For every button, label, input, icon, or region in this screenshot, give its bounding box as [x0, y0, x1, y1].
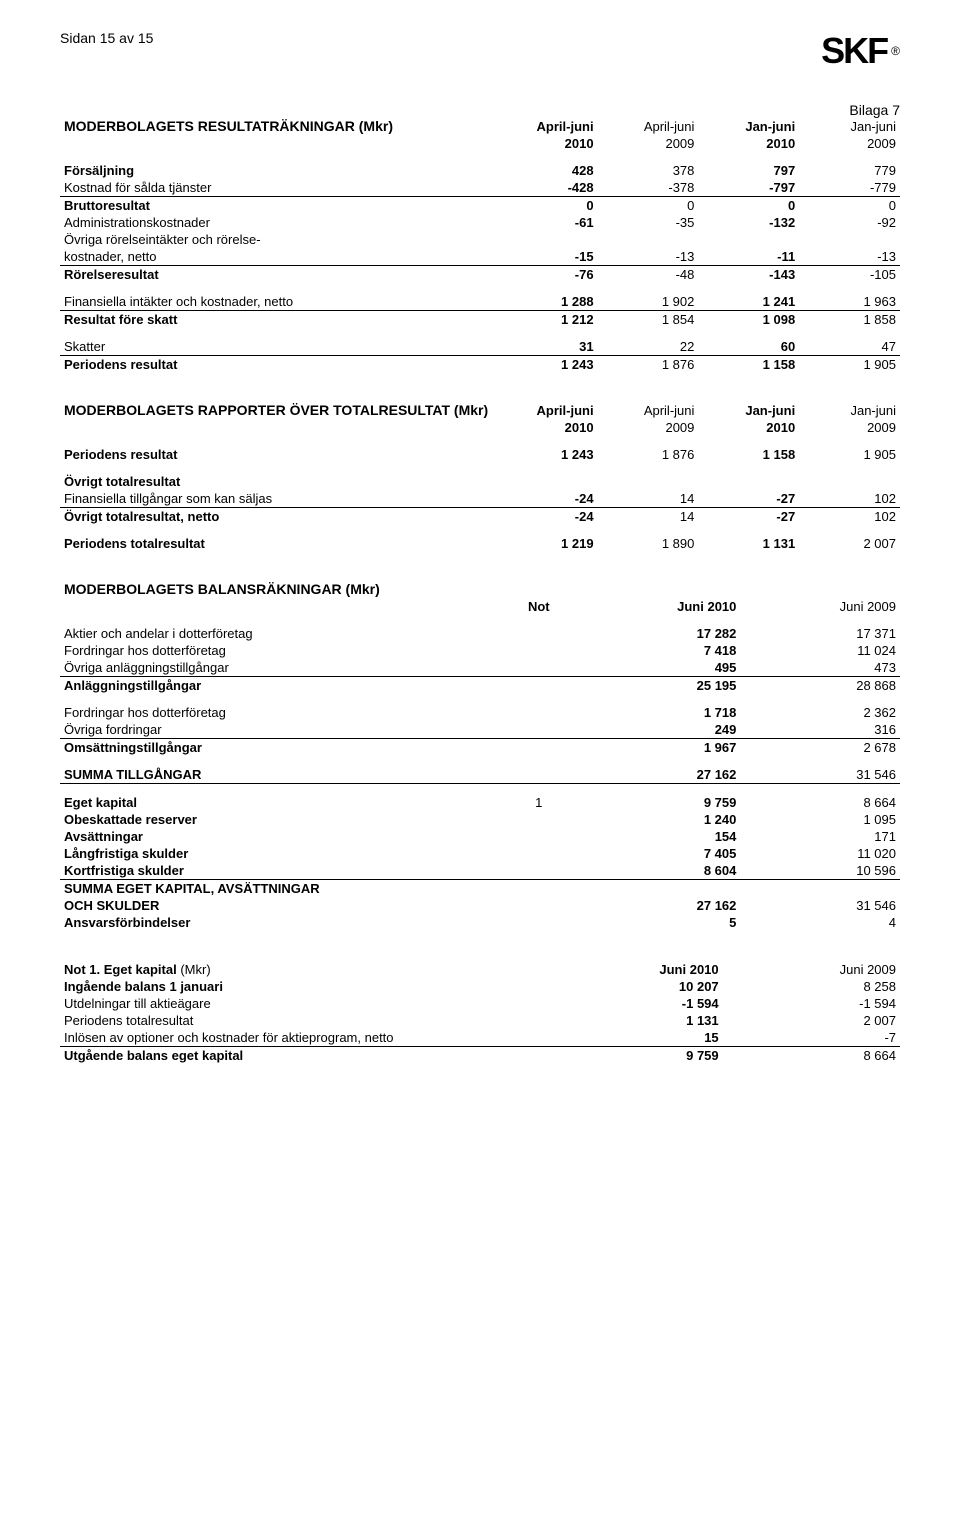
- table-row: Fordringar hos dotterföretag7 41811 024: [60, 642, 900, 659]
- balance-title: MODERBOLAGETS BALANSRÄKNINGAR (Mkr): [60, 580, 497, 598]
- table-row: [60, 756, 900, 766]
- table-row: [60, 784, 900, 794]
- table-row: Långfristiga skulder7 40511 020: [60, 845, 900, 862]
- page-header: Sidan 15 av 15 SKF®: [60, 30, 900, 72]
- note-1-table: Not 1. Eget kapital (Mkr) Juni 2010 Juni…: [60, 961, 900, 1064]
- balance-table: MODERBOLAGETS BALANSRÄKNINGAR (Mkr) Not …: [60, 580, 900, 931]
- table-row: Bruttoresultat0000: [60, 197, 900, 215]
- table-row: Inlösen av optioner och kostnader för ak…: [60, 1029, 900, 1047]
- comprehensive-table: MODERBOLAGETS RAPPORTER ÖVER TOTALRESULT…: [60, 401, 900, 552]
- table-row: kostnader, netto-15-13-11-13: [60, 248, 900, 266]
- table-row: [60, 525, 900, 535]
- table-row: Rörelseresultat-76-48-143-105: [60, 266, 900, 284]
- table-row: Periodens resultat1 2431 8761 1581 905: [60, 446, 900, 463]
- table-row: Utdelningar till aktieägare-1 594-1 594: [60, 995, 900, 1012]
- table-row: Fordringar hos dotterföretag1 7182 362: [60, 704, 900, 721]
- page-number: Sidan 15 av 15: [60, 30, 153, 46]
- comprehensive-title: MODERBOLAGETS RAPPORTER ÖVER TOTALRESULT…: [60, 401, 497, 419]
- table-row: Finansiella tillgångar som kan säljas-24…: [60, 490, 900, 508]
- table-row: Övrigt totalresultat: [60, 473, 900, 490]
- table-row: Administrationskostnader-61-35-132-92: [60, 214, 900, 231]
- table-row: Obeskattade reserver1 2401 095: [60, 811, 900, 828]
- table-row: Resultat före skatt1 2121 8541 0981 858: [60, 311, 900, 329]
- table-row: Avsättningar154171: [60, 828, 900, 845]
- table-row: Skatter31226047: [60, 338, 900, 356]
- table-row: Finansiella intäkter och kostnader, nett…: [60, 293, 900, 311]
- table-row: Övriga anläggningstillgångar495473: [60, 659, 900, 677]
- note-1-block: Not 1. Eget kapital (Mkr) Juni 2010 Juni…: [60, 961, 900, 1064]
- table-row: Kostnad för sålda tjänster-428-378-797-7…: [60, 179, 900, 197]
- income-title: MODERBOLAGETS RESULTATRÄKNINGAR (Mkr): [60, 118, 497, 135]
- table-row: Periodens totalresultat1 1312 007: [60, 1012, 900, 1029]
- table-row: Eget kapital19 7598 664: [60, 794, 900, 811]
- table-row: Periodens totalresultat1 2191 8901 1312 …: [60, 535, 900, 552]
- table-row: Övriga rörelseintäkter och rörelse-: [60, 231, 900, 248]
- table-row: SUMMA TILLGÅNGAR27 16231 546: [60, 766, 900, 784]
- table-row: [60, 694, 900, 704]
- table-row: [60, 328, 900, 338]
- table-row: SUMMA EGET KAPITAL, AVSÄTTNINGAR: [60, 879, 900, 897]
- table-row: Övriga fordringar249316: [60, 721, 900, 739]
- table-row: Utgående balans eget kapital9 7598 664: [60, 1046, 900, 1064]
- table-row: Omsättningstillgångar1 9672 678: [60, 739, 900, 757]
- table-row: Försäljning428378797779: [60, 162, 900, 179]
- table-row: OCH SKULDER27 16231 546: [60, 897, 900, 914]
- table-row: Anläggningstillgångar25 19528 868: [60, 677, 900, 695]
- skf-logo: SKF®: [821, 30, 900, 72]
- table-row: [60, 283, 900, 293]
- bilaga-label: Bilaga 7: [60, 102, 900, 118]
- table-row: Ingående balans 1 januari10 2078 258: [60, 978, 900, 995]
- income-statement-table: MODERBOLAGETS RESULTATRÄKNINGAR (Mkr) Ap…: [60, 118, 900, 373]
- table-row: Kortfristiga skulder8 60410 596: [60, 862, 900, 880]
- table-row: Övrigt totalresultat, netto-2414-27102: [60, 508, 900, 526]
- table-row: Aktier och andelar i dotterföretag17 282…: [60, 625, 900, 642]
- table-row: Ansvarsförbindelser54: [60, 914, 900, 931]
- table-row: Periodens resultat1 2431 8761 1581 905: [60, 356, 900, 374]
- table-row: [60, 463, 900, 473]
